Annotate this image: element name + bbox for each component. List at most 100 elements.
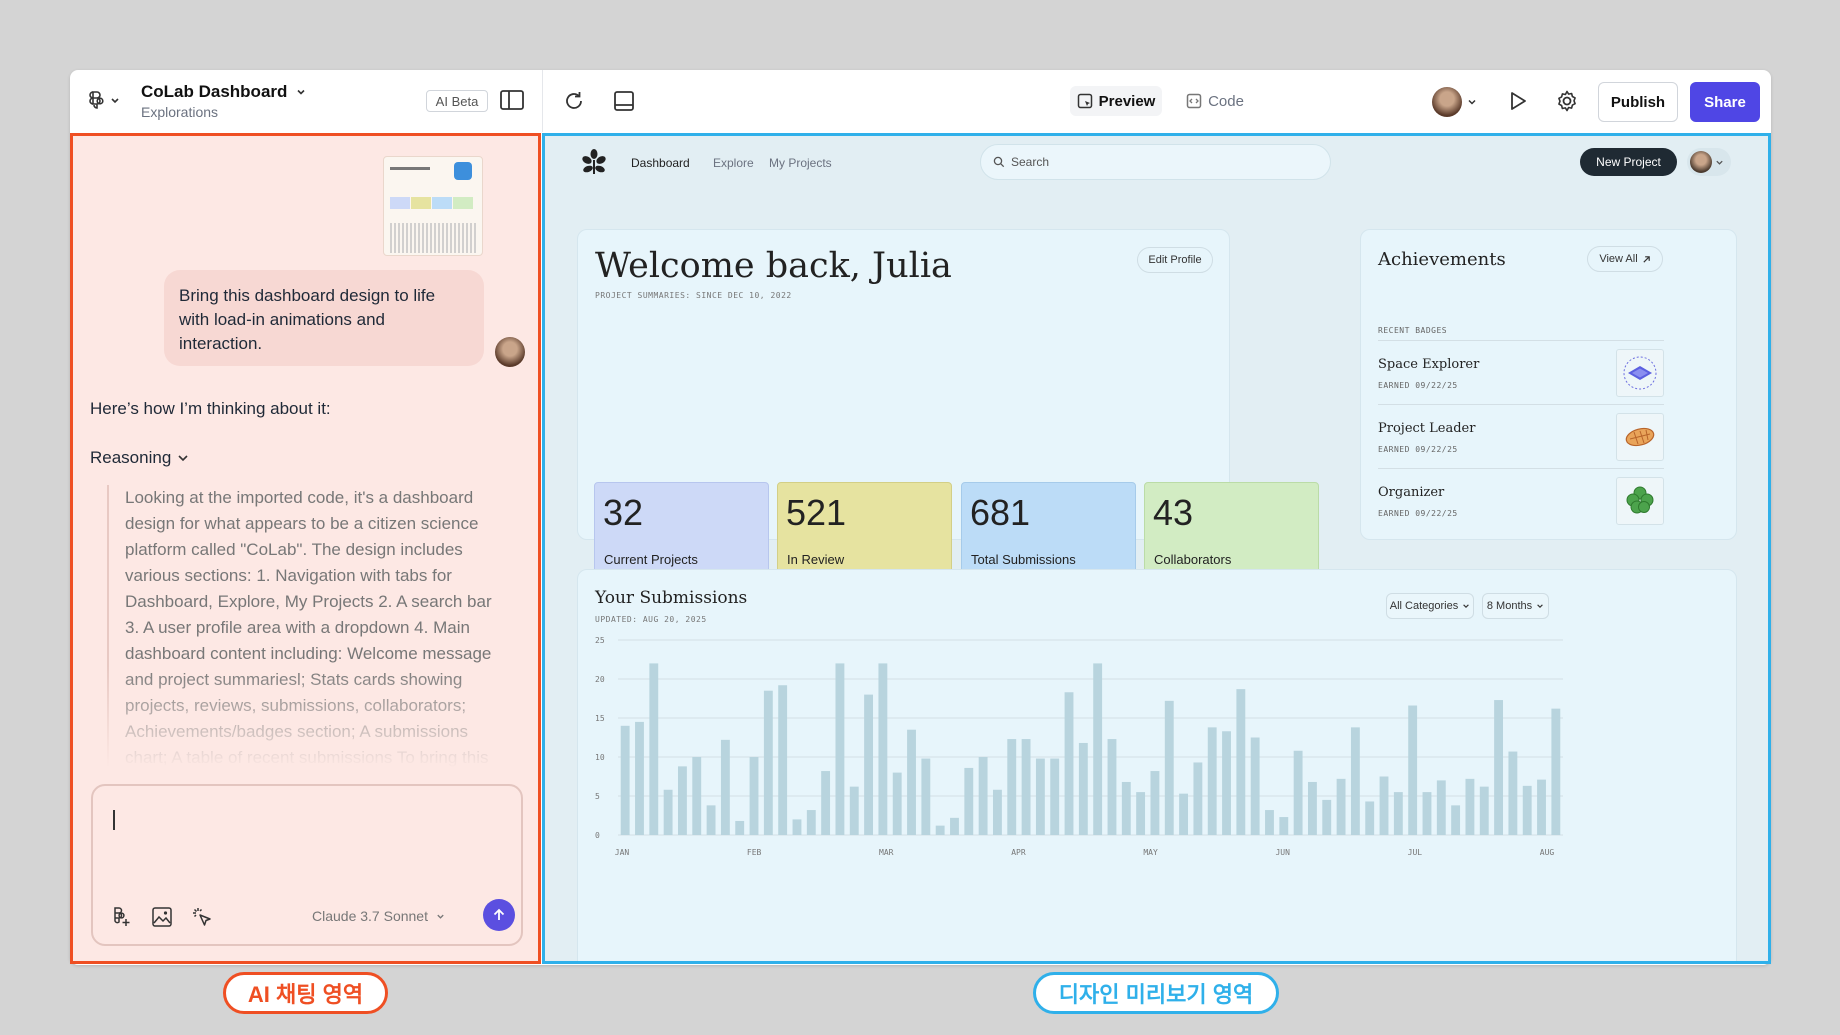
badge-earned: EARNED 09/22/25	[1378, 381, 1458, 390]
badge-name: Space Explorer	[1378, 357, 1480, 372]
welcome-subtitle: PROJECT SUMMARIES: SINCE DEC 10, 2022	[595, 291, 792, 300]
tab-preview[interactable]: Preview	[1070, 86, 1162, 116]
project-title[interactable]: CoLab Dashboard	[141, 82, 288, 101]
achievements-card: Achievements View All RECENT BADGES Spac…	[1360, 229, 1737, 540]
stat-value: 521	[786, 492, 847, 533]
range-filter[interactable]: 8 Months	[1482, 593, 1549, 619]
chevron-down-icon	[1716, 160, 1723, 165]
text-cursor	[113, 810, 115, 830]
reasoning-toggle[interactable]: Reasoning	[90, 448, 189, 468]
stat-card-total-submissions[interactable]: 681 Total Submissions	[961, 482, 1136, 576]
chart-bar	[1193, 762, 1203, 835]
stat-card-collaborators[interactable]: 43 Collaborators	[1144, 482, 1319, 576]
chart-bar	[649, 663, 659, 835]
chart-bar	[1508, 751, 1518, 835]
chevron-down-icon[interactable]	[1467, 97, 1477, 107]
planet-badge-icon	[1616, 349, 1664, 397]
gear-icon[interactable]	[1555, 89, 1579, 113]
share-button[interactable]: Share	[1690, 82, 1760, 122]
stat-label: In Review	[787, 552, 845, 567]
arrow-up-icon	[493, 908, 505, 920]
search-bar[interactable]: Search	[980, 144, 1331, 180]
avatar[interactable]	[1432, 87, 1462, 117]
reasoning-label: Reasoning	[90, 448, 172, 467]
colab-logo-icon[interactable]	[580, 148, 608, 176]
user-avatar	[495, 337, 525, 367]
category-filter[interactable]: All Categories	[1386, 593, 1474, 619]
chart-bar	[1035, 758, 1045, 835]
refresh-icon[interactable]	[563, 90, 585, 112]
chart-bar	[1522, 785, 1532, 835]
nav-dashboard[interactable]: Dashboard	[631, 156, 690, 170]
badge-name: Project Leader	[1378, 421, 1476, 436]
chart-bar	[1293, 750, 1303, 835]
chart-bar	[1307, 781, 1317, 835]
figma-import-icon[interactable]	[111, 906, 133, 928]
tab-code[interactable]: Code	[1176, 86, 1254, 116]
recent-badges-label: RECENT BADGES	[1378, 326, 1448, 335]
view-all-button[interactable]: View All	[1587, 246, 1663, 272]
range-filter-label: 8 Months	[1486, 600, 1533, 612]
arrow-up-right-icon	[1643, 255, 1650, 263]
chart-bar	[1393, 792, 1403, 835]
model-selector[interactable]: Claude 3.7 Sonnet	[312, 908, 445, 924]
chart-bar	[1379, 776, 1389, 835]
y-tick-label: 15	[595, 714, 605, 723]
sidebar-toggle-icon[interactable]	[500, 90, 524, 110]
x-tick-label: JAN	[615, 848, 630, 857]
submissions-updated: UPDATED: AUG 20, 2025	[595, 615, 707, 624]
x-tick-label: FEB	[747, 848, 762, 857]
chat-input[interactable]	[113, 806, 493, 866]
stat-card-current-projects[interactable]: 32 Current Projects	[594, 482, 769, 576]
chart-bar	[1222, 731, 1231, 835]
chevron-down-icon	[178, 455, 188, 462]
publish-button[interactable]: Publish	[1598, 82, 1678, 122]
figma-logo-icon[interactable]	[88, 90, 122, 110]
badge-row[interactable]: Organizer EARNED 09/22/25	[1378, 469, 1664, 533]
chevron-down-icon[interactable]	[295, 86, 307, 98]
magic-select-icon[interactable]	[191, 906, 213, 928]
preview-area-label: 디자인 미리보기 영역	[1033, 972, 1279, 1014]
attached-image-thumbnail[interactable]	[383, 156, 483, 256]
play-icon[interactable]	[1507, 90, 1529, 112]
stat-label: Collaborators	[1154, 552, 1232, 567]
chart-bar	[1494, 700, 1504, 835]
badge-earned: EARNED 09/22/25	[1378, 509, 1458, 518]
y-tick-label: 10	[595, 753, 605, 762]
assistant-intro: Here’s how I’m thinking about it:	[90, 399, 331, 418]
chart-bar	[1465, 778, 1475, 835]
y-tick-label: 25	[595, 636, 605, 645]
chart-bar	[792, 819, 802, 835]
chart-bar	[778, 685, 788, 835]
chart-bar	[1350, 727, 1360, 835]
chart-bar	[1179, 793, 1189, 835]
reasoning-fade	[73, 666, 538, 786]
badge-row[interactable]: Space Explorer EARNED 09/22/25	[1378, 341, 1664, 405]
y-tick-label: 0	[595, 831, 600, 840]
image-upload-icon[interactable]	[151, 906, 173, 928]
new-project-button[interactable]: New Project	[1580, 148, 1677, 176]
chat-input-box[interactable]: Claude 3.7 Sonnet	[91, 784, 523, 946]
tab-code-label: Code	[1208, 92, 1244, 110]
nav-my-projects[interactable]: My Projects	[769, 156, 832, 170]
edit-profile-button[interactable]: Edit Profile	[1137, 247, 1213, 273]
chart-bar	[1207, 727, 1217, 835]
chart-bar	[1236, 689, 1246, 835]
category-filter-label: All Categories	[1389, 600, 1459, 612]
stat-card-in-review[interactable]: 521 In Review	[777, 482, 952, 576]
stat-value: 681	[970, 492, 1031, 533]
chart-bar	[749, 757, 759, 835]
chart-bar	[635, 721, 644, 835]
search-placeholder: Search	[1011, 155, 1050, 169]
chart-bar	[849, 786, 859, 835]
badge-row[interactable]: Project Leader EARNED 09/22/25	[1378, 405, 1664, 469]
chart-bar	[1436, 780, 1446, 835]
chevron-down-icon	[1463, 604, 1470, 608]
submissions-chart: 0 5 10 15 20 25 JAN FEB MAR APR MAY JUN JUL AUG	[595, 636, 1563, 857]
nav-explore[interactable]: Explore	[713, 156, 754, 170]
chart-bar	[720, 739, 730, 835]
send-button[interactable]	[483, 899, 515, 931]
model-label: Claude 3.7 Sonnet	[312, 908, 428, 924]
profile-dropdown[interactable]	[1687, 148, 1731, 176]
device-frame-icon[interactable]	[613, 90, 635, 112]
